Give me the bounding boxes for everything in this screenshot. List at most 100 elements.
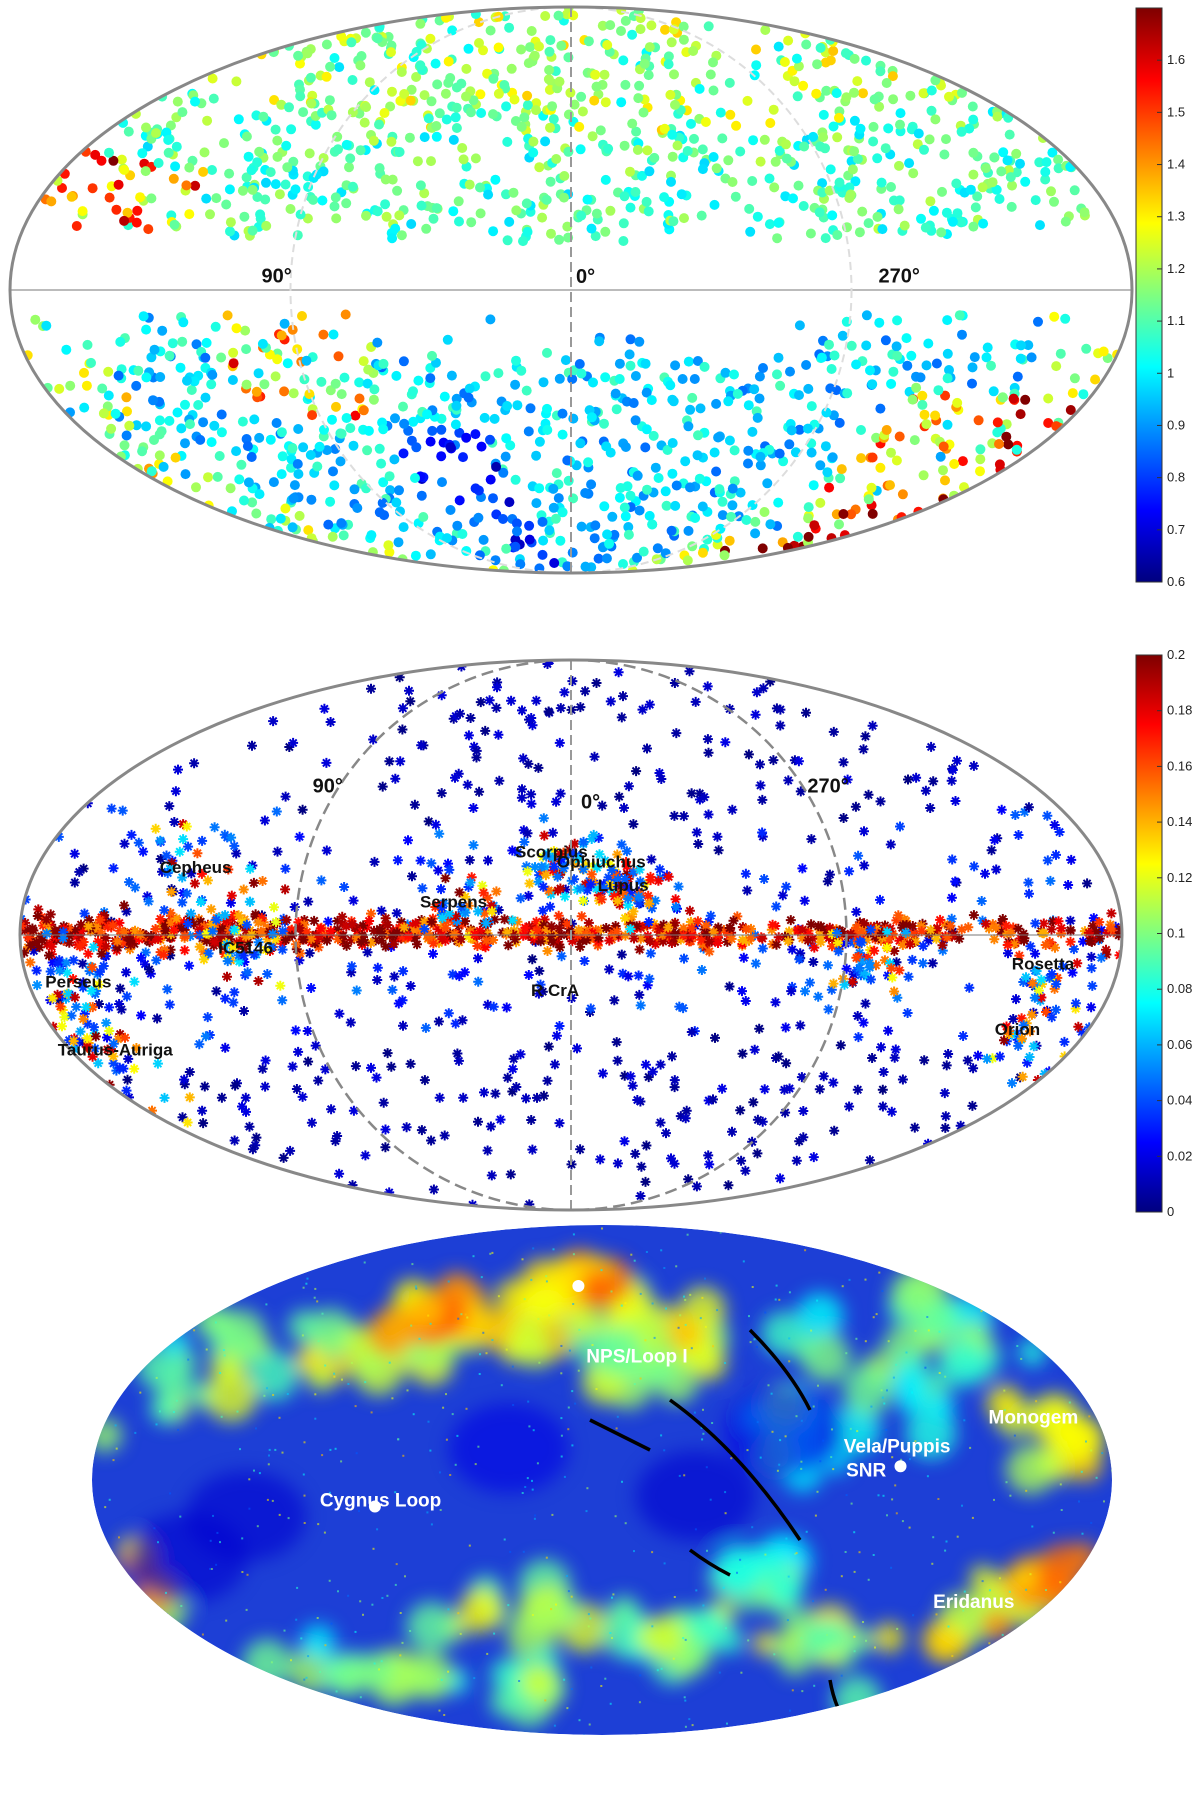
data-point bbox=[634, 864, 645, 875]
data-point bbox=[816, 352, 827, 363]
data-point bbox=[74, 941, 85, 952]
region-label: NPS/Loop I bbox=[586, 1346, 687, 1367]
noise-pixel bbox=[1081, 1532, 1084, 1535]
noise-pixel bbox=[949, 1721, 951, 1724]
data-point bbox=[95, 914, 105, 925]
data-point bbox=[604, 880, 615, 890]
noise-pixel bbox=[872, 1316, 875, 1319]
data-point bbox=[412, 939, 422, 950]
data-point bbox=[206, 437, 217, 448]
noise-pixel bbox=[402, 1454, 405, 1457]
noise-pixel bbox=[429, 1449, 432, 1452]
data-point bbox=[894, 935, 905, 946]
data-point bbox=[197, 835, 208, 846]
noise-pixel bbox=[454, 1463, 457, 1466]
data-point bbox=[1015, 409, 1026, 420]
data-point bbox=[589, 95, 600, 106]
data-point bbox=[537, 923, 548, 934]
data-point bbox=[686, 118, 696, 129]
data-point bbox=[33, 904, 44, 915]
data-point bbox=[411, 442, 422, 453]
data-point bbox=[358, 405, 369, 416]
noise-pixel bbox=[1036, 1639, 1039, 1641]
data-point bbox=[822, 960, 833, 971]
data-point bbox=[443, 1008, 454, 1019]
data-point bbox=[261, 945, 271, 955]
noise-pixel bbox=[1013, 1248, 1016, 1251]
noise-pixel bbox=[239, 1731, 242, 1733]
data-point bbox=[136, 1010, 147, 1021]
noise-pixel bbox=[830, 1456, 833, 1459]
data-point bbox=[1014, 950, 1025, 961]
data-point bbox=[220, 1042, 231, 1053]
data-point bbox=[1052, 972, 1063, 983]
data-point bbox=[502, 1072, 513, 1083]
data-point bbox=[304, 948, 315, 959]
data-point bbox=[640, 358, 651, 369]
data-point bbox=[203, 948, 214, 959]
data-point bbox=[196, 868, 207, 879]
data-point bbox=[77, 206, 88, 217]
data-point bbox=[1002, 155, 1013, 166]
data-point bbox=[581, 935, 592, 946]
data-point bbox=[867, 1053, 878, 1063]
data-point bbox=[278, 1152, 289, 1163]
data-point bbox=[744, 203, 755, 214]
noise-pixel bbox=[372, 1547, 375, 1550]
data-point bbox=[224, 934, 235, 945]
data-point bbox=[631, 126, 642, 137]
data-point bbox=[663, 922, 674, 933]
data-point bbox=[806, 919, 817, 930]
noise-pixel bbox=[133, 1346, 136, 1349]
noise-pixel bbox=[985, 1308, 988, 1311]
data-point bbox=[943, 1049, 954, 1059]
data-point bbox=[984, 923, 994, 934]
data-point bbox=[143, 224, 154, 235]
data-point bbox=[649, 918, 660, 929]
data-point bbox=[708, 85, 719, 96]
data-point bbox=[448, 206, 459, 217]
data-point bbox=[892, 350, 903, 361]
data-point bbox=[78, 1014, 89, 1025]
data-point bbox=[578, 836, 589, 847]
data-point bbox=[134, 934, 145, 945]
data-point bbox=[609, 891, 620, 902]
data-point bbox=[450, 1018, 461, 1029]
data-point bbox=[119, 900, 130, 911]
data-point bbox=[592, 862, 603, 873]
noise-pixel bbox=[788, 1291, 791, 1294]
noise-pixel bbox=[104, 1506, 107, 1509]
bright-source bbox=[368, 1500, 381, 1513]
noise-pixel bbox=[303, 1441, 306, 1444]
data-point bbox=[895, 119, 905, 130]
data-point bbox=[189, 878, 200, 889]
data-point bbox=[746, 932, 756, 943]
data-point bbox=[517, 705, 527, 716]
data-point bbox=[648, 430, 659, 441]
data-point bbox=[122, 406, 132, 417]
data-point bbox=[66, 191, 77, 202]
data-point bbox=[64, 930, 75, 941]
data-point bbox=[875, 66, 886, 77]
noise-pixel bbox=[789, 1709, 791, 1712]
noise-pixel bbox=[531, 1614, 534, 1616]
data-point bbox=[861, 935, 872, 946]
data-point bbox=[197, 1105, 208, 1116]
noise-pixel bbox=[323, 1531, 326, 1534]
data-point bbox=[79, 367, 89, 378]
noise-pixel bbox=[841, 1285, 844, 1288]
data-point bbox=[828, 46, 839, 56]
data-point bbox=[652, 543, 663, 554]
noise-pixel bbox=[856, 1430, 859, 1433]
noise-pixel bbox=[1052, 1531, 1055, 1534]
data-point bbox=[964, 123, 975, 134]
data-point bbox=[856, 453, 867, 464]
noise-pixel bbox=[743, 1565, 746, 1568]
emission-blob bbox=[406, 1601, 457, 1652]
data-point bbox=[490, 174, 501, 185]
noise-pixel bbox=[886, 1514, 888, 1517]
noise-pixel bbox=[1039, 1234, 1041, 1237]
noise-pixel bbox=[795, 1552, 798, 1555]
data-point bbox=[54, 925, 65, 936]
noise-pixel bbox=[96, 1727, 99, 1729]
